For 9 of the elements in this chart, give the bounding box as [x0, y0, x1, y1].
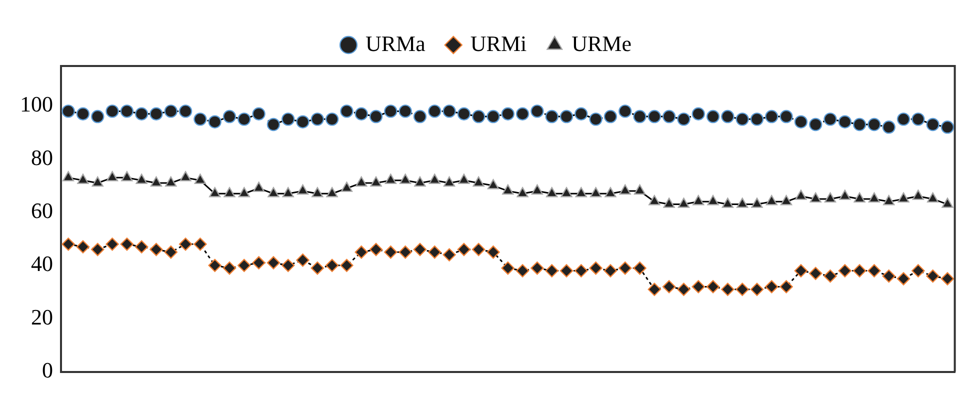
- y-tick-label: 80: [31, 144, 53, 170]
- y-tick-label: 0: [42, 358, 53, 383]
- legend-label: URMa: [365, 30, 426, 56]
- legend-label: URMe: [572, 30, 632, 56]
- legend-label: URMi: [470, 30, 527, 56]
- y-tick-label: 40: [31, 251, 53, 276]
- y-tick-label: 20: [31, 304, 53, 330]
- y-tick-label: 60: [31, 198, 53, 224]
- y-tick-label: 100: [20, 92, 53, 117]
